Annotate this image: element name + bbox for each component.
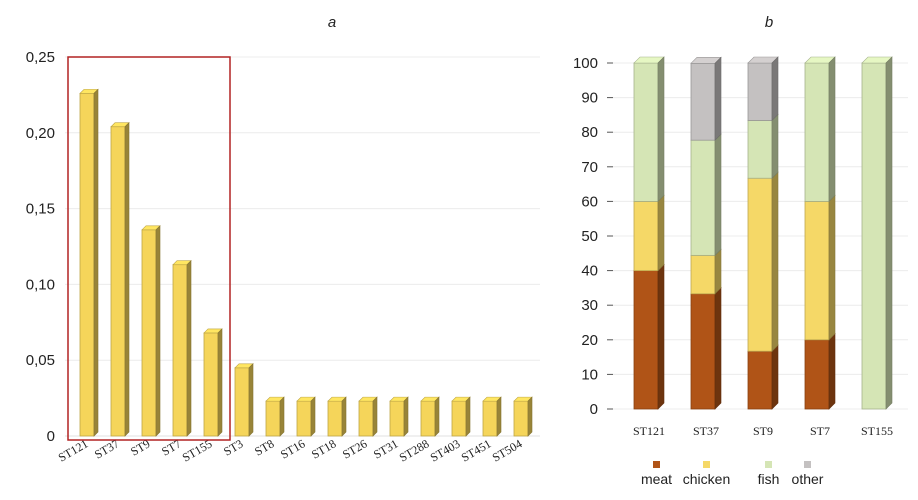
x-tick-label: ST7 <box>810 424 830 438</box>
bar-segment <box>747 344 779 410</box>
bar-segment <box>690 248 722 295</box>
x-tick-label: ST403 <box>428 436 463 464</box>
bar-segment <box>633 56 665 203</box>
bar-segment <box>633 263 665 410</box>
bar <box>234 363 254 437</box>
y-tick-label: 0,05 <box>26 352 55 369</box>
y-tick-label: 20 <box>581 332 598 349</box>
legend-swatch <box>765 461 772 468</box>
y-tick-label: 50 <box>581 228 598 245</box>
y-tick-label: 0,10 <box>26 276 55 293</box>
bar <box>110 122 130 437</box>
bar <box>79 88 99 437</box>
bar-segment <box>804 333 836 410</box>
highlight-box <box>67 56 231 441</box>
bar-segment <box>747 113 779 179</box>
bar <box>420 396 440 437</box>
bar-segment <box>633 194 665 272</box>
legend-label: fish <box>758 471 780 487</box>
bar-segment <box>804 194 836 341</box>
x-tick-label: ST16 <box>278 436 308 461</box>
y-tick-label: 0,25 <box>26 49 55 66</box>
x-tick-label: ST121 <box>633 424 665 438</box>
bar-segment <box>690 133 722 257</box>
legend-label: other <box>792 471 824 487</box>
y-tick-label: 90 <box>581 90 598 107</box>
bar <box>172 259 192 437</box>
x-tick-label: ST504 <box>490 436 525 464</box>
bar-segment <box>747 171 779 352</box>
bar-segment <box>690 56 722 141</box>
y-tick-label: 70 <box>581 159 598 176</box>
bar <box>141 225 161 437</box>
bar <box>389 396 409 437</box>
bar-segment <box>747 56 779 122</box>
legend-swatch <box>653 461 660 468</box>
legend-item: chicken <box>683 461 730 487</box>
bar-segment <box>690 287 722 410</box>
x-tick-label: ST18 <box>309 436 339 461</box>
chart-b-title: b <box>765 14 773 31</box>
bar-segment <box>861 56 893 410</box>
bar <box>265 396 285 437</box>
chart-b: b 0 10 20 30 40 50 60 70 80 90 100 ST121 ST37 ST9 ST7 ST… <box>573 14 908 487</box>
legend-item: fish <box>758 461 780 487</box>
bar <box>451 396 471 437</box>
legend-swatch <box>703 461 710 468</box>
y-tick-label: 100 <box>573 55 598 72</box>
legend-swatch <box>804 461 811 468</box>
bar <box>482 396 502 437</box>
x-tick-label: ST9 <box>753 424 773 438</box>
x-tick-label: ST451 <box>459 436 494 464</box>
bar <box>296 396 316 437</box>
y-tick-label: 10 <box>581 366 598 383</box>
legend-label: chicken <box>683 471 730 487</box>
legend-item: other <box>792 461 824 487</box>
bar-segment <box>804 56 836 203</box>
y-tick-label: 80 <box>581 124 598 141</box>
x-tick-label: ST8 <box>252 436 276 458</box>
x-tick-label: ST26 <box>340 436 370 461</box>
y-tick-label: 60 <box>581 193 598 210</box>
bar <box>358 396 378 437</box>
chart-a-title: a <box>328 14 336 31</box>
x-tick-label: ST155 <box>861 424 893 438</box>
bar <box>203 328 223 437</box>
bar <box>513 396 533 437</box>
x-tick-label: ST288 <box>397 436 432 464</box>
x-tick-label: ST31 <box>371 436 401 461</box>
y-tick-label: 0,20 <box>26 125 55 142</box>
bar <box>327 396 347 437</box>
legend-item: meat <box>641 461 672 487</box>
x-tick-label: ST37 <box>693 424 719 438</box>
y-tick-label: 0 <box>47 428 55 445</box>
y-tick-label: 0 <box>590 401 598 418</box>
y-tick-label: 30 <box>581 297 598 314</box>
y-tick-label: 40 <box>581 263 598 280</box>
legend-label: meat <box>641 471 672 487</box>
y-tick-label: 0,15 <box>26 201 55 218</box>
